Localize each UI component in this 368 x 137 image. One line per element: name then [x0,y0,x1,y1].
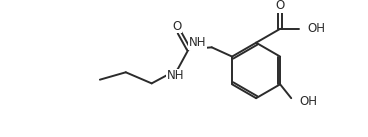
Text: NH: NH [167,69,184,82]
Text: OH: OH [307,22,325,35]
Text: NH: NH [189,36,206,49]
Text: O: O [276,0,285,12]
Text: O: O [172,20,181,33]
Text: OH: OH [300,95,318,108]
